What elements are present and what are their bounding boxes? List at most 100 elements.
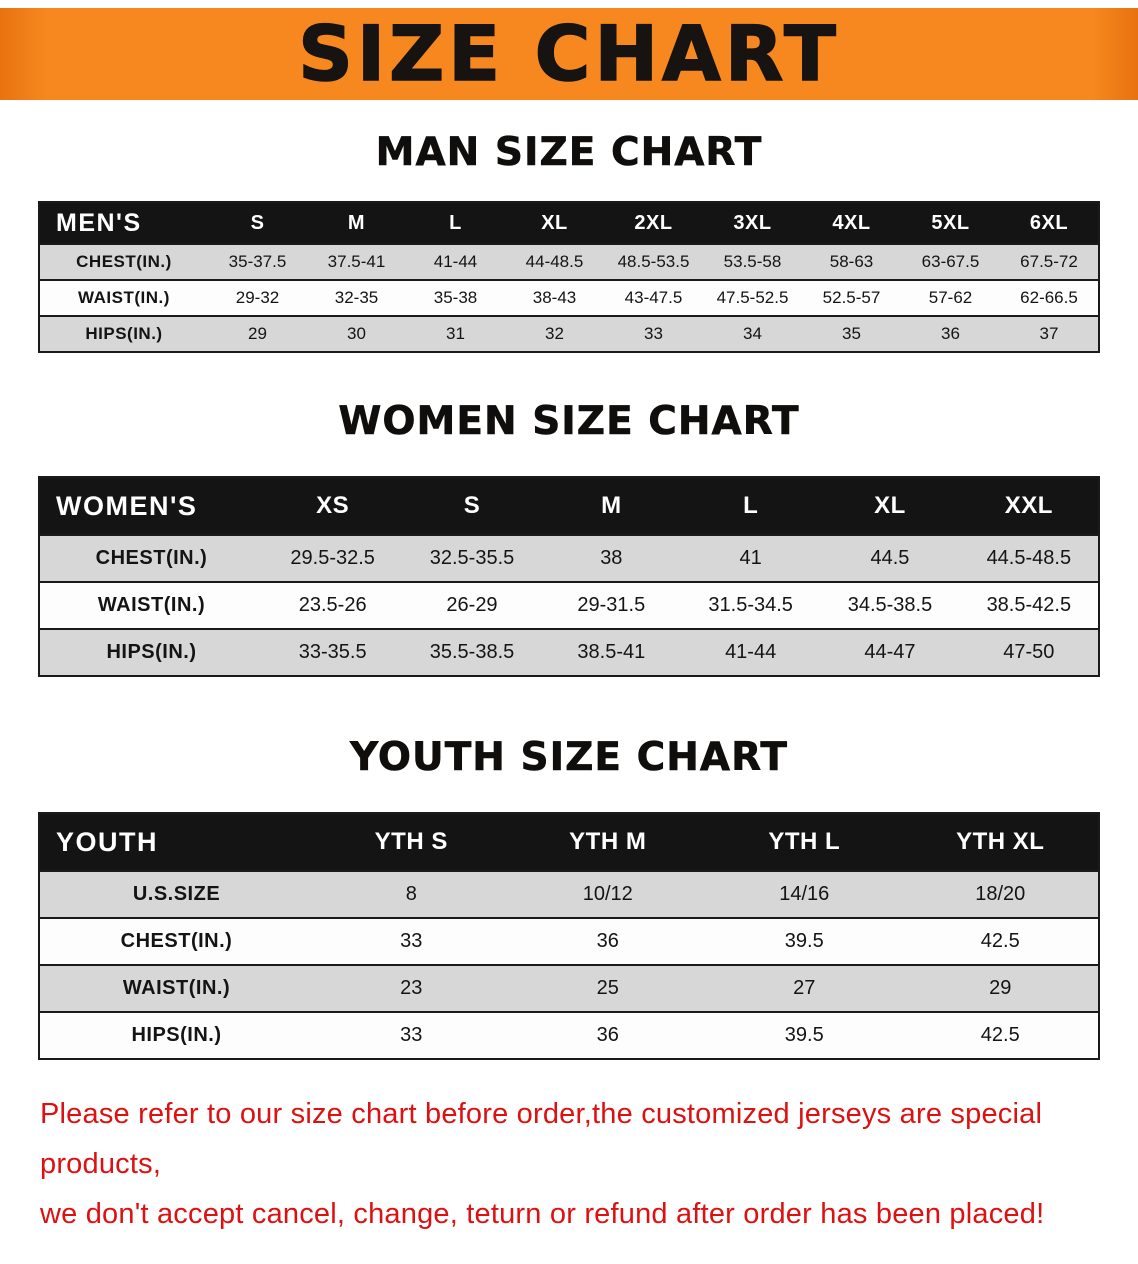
men-size-header-cell: 2XL [604,202,703,244]
table-row: U.S.SIZE 8 10/12 14/16 18/20 [39,870,1099,918]
women-size-header-cell: XS [263,477,403,535]
value-cell: 33 [313,1011,510,1059]
table-row: CHEST(IN.) 33 36 39.5 42.5 [39,917,1099,965]
value-cell: 29-31.5 [541,581,681,629]
value-cell: 37.5-41 [307,243,406,280]
value-cell: 44.5 [820,534,960,582]
banner: SIZE CHART [0,8,1138,100]
men-size-header-cell: M [307,202,406,244]
table-row: WAIST(IN.) 23.5-26 26-29 29-31.5 31.5-34.5 34… [39,581,1099,629]
value-cell: 29-32 [208,279,307,316]
youth-table-title-cell: YOUTH [39,813,313,871]
value-cell: 38.5-41 [541,628,681,676]
men-size-table: MEN'S S M L XL 2XL 3XL 4XL 5XL 6XL CHEST(IN.) 35-37… [38,201,1100,353]
row-label-cell: WAIST(IN.) [39,964,313,1012]
value-cell: 32-35 [307,279,406,316]
men-size-header-cell: 6XL [1000,202,1099,244]
value-cell: 63-67.5 [901,243,1000,280]
value-cell: 42.5 [902,1011,1099,1059]
value-cell: 29.5-32.5 [263,534,403,582]
value-cell: 35-38 [406,279,505,316]
row-label-cell: WAIST(IN.) [39,581,263,629]
women-size-table: WOMEN'S XS S M L XL XXL CHEST(IN.) 29.5-32.5 32.5… [38,476,1100,677]
value-cell: 23 [313,964,510,1012]
table-row: WAIST(IN.) 29-32 32-35 35-38 38-43 43-47.5 47.… [39,279,1099,316]
men-size-header-cell: 3XL [703,202,802,244]
value-cell: 62-66.5 [1000,279,1099,316]
value-cell: 23.5-26 [263,581,403,629]
value-cell: 36 [509,917,706,965]
row-label-cell: U.S.SIZE [39,870,313,918]
value-cell: 36 [901,315,1000,352]
value-cell: 67.5-72 [1000,243,1099,280]
value-cell: 38 [541,534,681,582]
value-cell: 41 [680,534,821,582]
value-cell: 14/16 [706,870,903,918]
men-size-header-cell: S [208,202,307,244]
row-label-cell: HIPS(IN.) [39,315,208,352]
men-section: MAN SIZE CHART MEN'S S M L XL 2XL 3XL 4XL 5XL 6XL C… [0,130,1138,353]
value-cell: 34.5-38.5 [820,581,960,629]
value-cell: 26-29 [402,581,542,629]
value-cell: 39.5 [706,1011,903,1059]
women-heading: WOMEN SIZE CHART [338,399,800,445]
footnote: Please refer to our size chart before or… [40,1090,1100,1240]
value-cell: 33 [313,917,510,965]
footnote-line-1: Please refer to our size chart before or… [40,1098,1043,1180]
value-cell: 44.5-48.5 [959,534,1099,582]
women-header-row: WOMEN'S XS S M L XL XXL [39,477,1099,535]
men-size-header-cell: L [406,202,505,244]
youth-size-header-cell: YTH XL [902,813,1099,871]
women-size-header-cell: M [541,477,681,535]
value-cell: 43-47.5 [604,279,703,316]
row-label-cell: HIPS(IN.) [39,628,263,676]
value-cell: 10/12 [509,870,706,918]
value-cell: 18/20 [902,870,1099,918]
value-cell: 29 [208,315,307,352]
value-cell: 35-37.5 [208,243,307,280]
women-size-header-cell: S [402,477,542,535]
youth-size-header-cell: YTH M [509,813,706,871]
value-cell: 8 [313,870,510,918]
row-label-cell: HIPS(IN.) [39,1011,313,1059]
men-size-header-cell: XL [505,202,604,244]
men-size-header-cell: 4XL [802,202,901,244]
value-cell: 47-50 [959,628,1099,676]
value-cell: 53.5-58 [703,243,802,280]
youth-heading: YOUTH SIZE CHART [350,735,788,781]
value-cell: 41-44 [406,243,505,280]
value-cell: 58-63 [802,243,901,280]
value-cell: 44-47 [820,628,960,676]
table-row: CHEST(IN.) 29.5-32.5 32.5-35.5 38 41 44.5 44.5… [39,534,1099,582]
men-size-header-cell: 5XL [901,202,1000,244]
youth-size-table: YOUTH YTH S YTH M YTH L YTH XL U.S.SIZE 8 10/12… [38,812,1100,1060]
table-row: HIPS(IN.) 33-35.5 35.5-38.5 38.5-41 41-44 44-… [39,628,1099,676]
women-size-header-cell: XL [820,477,960,535]
men-table-title-cell: MEN'S [39,202,208,244]
youth-size-header-cell: YTH L [706,813,903,871]
value-cell: 41-44 [680,628,821,676]
table-row: WAIST(IN.) 23 25 27 29 [39,964,1099,1012]
row-label-cell: WAIST(IN.) [39,279,208,316]
table-row: HIPS(IN.) 33 36 39.5 42.5 [39,1011,1099,1059]
value-cell: 31 [406,315,505,352]
value-cell: 57-62 [901,279,1000,316]
youth-header-row: YOUTH YTH S YTH M YTH L YTH XL [39,813,1099,871]
women-size-header-cell: L [680,477,821,535]
row-label-cell: CHEST(IN.) [39,534,263,582]
table-row: HIPS(IN.) 29 30 31 32 33 34 35 36 37 [39,315,1099,352]
value-cell: 39.5 [706,917,903,965]
value-cell: 36 [509,1011,706,1059]
value-cell: 35.5-38.5 [402,628,542,676]
value-cell: 25 [509,964,706,1012]
footnote-line-2: we don't accept cancel, change, teturn o… [40,1197,1045,1230]
value-cell: 48.5-53.5 [604,243,703,280]
size-chart-sections: MAN SIZE CHART MEN'S S M L XL 2XL 3XL 4XL 5XL 6XL C… [0,130,1138,1060]
men-heading: MAN SIZE CHART [375,130,763,176]
value-cell: 29 [902,964,1099,1012]
youth-size-header-cell: YTH S [313,813,510,871]
women-table-title-cell: WOMEN'S [39,477,263,535]
value-cell: 42.5 [902,917,1099,965]
value-cell: 52.5-57 [802,279,901,316]
